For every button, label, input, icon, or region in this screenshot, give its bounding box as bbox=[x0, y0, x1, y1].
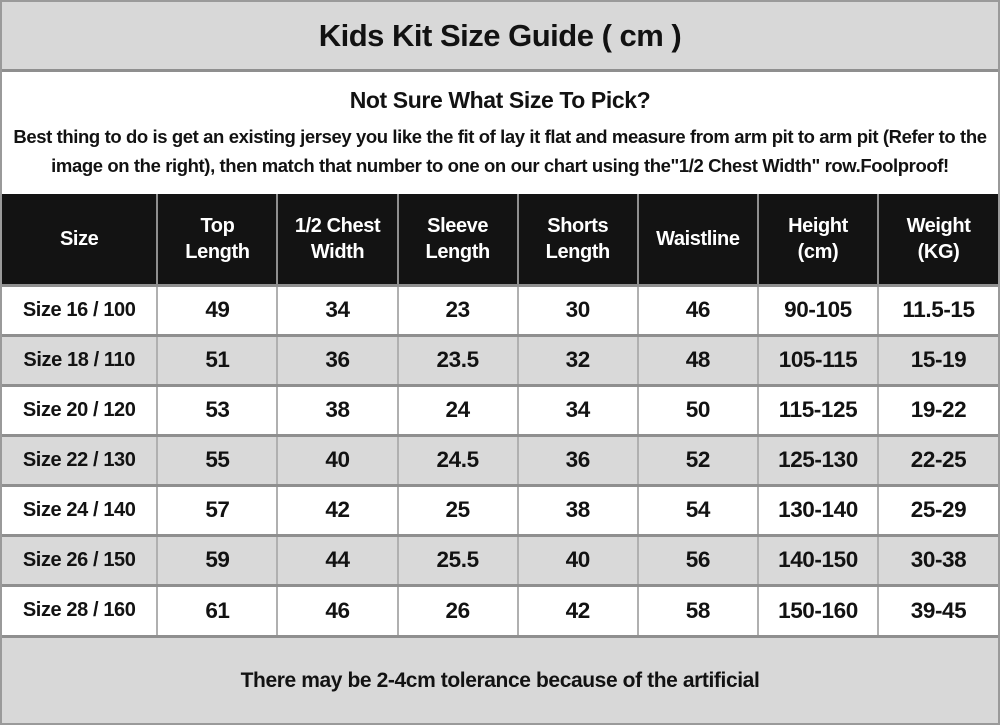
cell-waistline: 54 bbox=[636, 485, 758, 537]
column-header-shorts-length: Shorts Length bbox=[516, 194, 638, 287]
tolerance-note: There may be 2-4cm tolerance because of … bbox=[240, 668, 760, 692]
column-header-waistline: Waistline bbox=[636, 194, 758, 287]
title-band: Kids Kit Size Guide ( cm ) bbox=[2, 2, 998, 72]
cell-shorts-length: 40 bbox=[516, 535, 638, 587]
cell-shorts-length: 36 bbox=[516, 435, 638, 487]
cell-sleeve-length: 24.5 bbox=[396, 435, 518, 487]
cell-top-length: 51 bbox=[156, 335, 278, 387]
table-row-size-22-130: Size 22 / 130 55 40 24.5 36 52 125-130 2… bbox=[2, 435, 998, 487]
cell-shorts-length: 32 bbox=[516, 335, 638, 387]
cell-sleeve-length: 25 bbox=[396, 485, 518, 537]
header-row: Size Top Length 1/2 Chest Width Sleeve L… bbox=[2, 194, 998, 287]
table-row-size-28-160: Size 28 / 160 61 46 26 42 58 150-160 39-… bbox=[2, 585, 998, 635]
cell-waistline: 56 bbox=[636, 535, 758, 587]
cell-shorts-length: 42 bbox=[516, 585, 638, 635]
cell-half-chest-width: 38 bbox=[276, 385, 398, 437]
cell-height: 125-130 bbox=[756, 435, 879, 487]
size-table: Size Top Length 1/2 Chest Width Sleeve L… bbox=[2, 194, 998, 635]
row-label: Size 18 / 110 bbox=[2, 335, 158, 387]
footer-band: There may be 2-4cm tolerance because of … bbox=[2, 635, 998, 723]
cell-top-length: 49 bbox=[156, 285, 278, 337]
cell-waistline: 48 bbox=[636, 335, 758, 387]
intro-body: Best thing to do is get an existing jers… bbox=[13, 126, 987, 176]
intro-heading: Not Sure What Size To Pick? bbox=[349, 87, 651, 113]
cell-weight: 22-25 bbox=[877, 435, 998, 487]
cell-sleeve-length: 24 bbox=[396, 385, 518, 437]
cell-top-length: 57 bbox=[156, 485, 278, 537]
page-title: Kids Kit Size Guide ( cm ) bbox=[318, 17, 682, 53]
cell-height: 115-125 bbox=[756, 385, 879, 437]
cell-top-length: 55 bbox=[156, 435, 278, 487]
row-label: Size 24 / 140 bbox=[2, 485, 158, 537]
cell-shorts-length: 30 bbox=[516, 285, 638, 337]
cell-height: 140-150 bbox=[756, 535, 879, 587]
cell-weight: 11.5-15 bbox=[877, 285, 998, 337]
cell-shorts-length: 38 bbox=[516, 485, 638, 537]
cell-sleeve-length: 26 bbox=[396, 585, 518, 635]
cell-waistline: 52 bbox=[636, 435, 758, 487]
cell-height: 90-105 bbox=[756, 285, 879, 337]
row-label: Size 16 / 100 bbox=[2, 285, 158, 337]
cell-shorts-length: 34 bbox=[516, 385, 638, 437]
cell-sleeve-length: 23 bbox=[396, 285, 518, 337]
cell-height: 130-140 bbox=[756, 485, 879, 537]
column-header-top-length: Top Length bbox=[156, 194, 278, 287]
cell-half-chest-width: 44 bbox=[276, 535, 398, 587]
column-header-size: Size bbox=[2, 194, 158, 287]
cell-top-length: 61 bbox=[156, 585, 278, 635]
row-label: Size 22 / 130 bbox=[2, 435, 158, 487]
cell-waistline: 46 bbox=[636, 285, 758, 337]
table-row-size-16-100: Size 16 / 100 49 34 23 30 46 90-105 11.5… bbox=[2, 285, 998, 337]
row-label: Size 28 / 160 bbox=[2, 585, 158, 635]
table-row-size-26-150: Size 26 / 150 59 44 25.5 40 56 140-150 3… bbox=[2, 535, 998, 587]
cell-sleeve-length: 23.5 bbox=[396, 335, 518, 387]
row-label: Size 20 / 120 bbox=[2, 385, 158, 437]
cell-sleeve-length: 25.5 bbox=[396, 535, 518, 587]
cell-weight: 15-19 bbox=[877, 335, 998, 387]
cell-top-length: 53 bbox=[156, 385, 278, 437]
row-label: Size 26 / 150 bbox=[2, 535, 158, 587]
cell-weight: 25-29 bbox=[877, 485, 998, 537]
cell-top-length: 59 bbox=[156, 535, 278, 587]
table-row-size-18-110: Size 18 / 110 51 36 23.5 32 48 105-115 1… bbox=[2, 335, 998, 387]
column-header-half-chest-width: 1/2 Chest Width bbox=[276, 194, 398, 287]
cell-half-chest-width: 46 bbox=[276, 585, 398, 635]
cell-height: 105-115 bbox=[756, 335, 879, 387]
cell-waistline: 58 bbox=[636, 585, 758, 635]
cell-weight: 19-22 bbox=[877, 385, 998, 437]
cell-half-chest-width: 42 bbox=[276, 485, 398, 537]
cell-weight: 30-38 bbox=[877, 535, 998, 587]
column-header-sleeve-length: Sleeve Length bbox=[396, 194, 518, 287]
cell-weight: 39-45 bbox=[877, 585, 998, 635]
cell-waistline: 50 bbox=[636, 385, 758, 437]
cell-half-chest-width: 40 bbox=[276, 435, 398, 487]
cell-half-chest-width: 34 bbox=[276, 285, 398, 337]
table-row-size-24-140: Size 24 / 140 57 42 25 38 54 130-140 25-… bbox=[2, 485, 998, 537]
cell-half-chest-width: 36 bbox=[276, 335, 398, 387]
column-header-weight: Weight (KG) bbox=[877, 194, 998, 287]
table-row-size-20-120: Size 20 / 120 53 38 24 34 50 115-125 19-… bbox=[2, 385, 998, 437]
cell-height: 150-160 bbox=[756, 585, 879, 635]
intro-section: Not Sure What Size To Pick? Best thing t… bbox=[2, 72, 998, 194]
column-header-height: Height (cm) bbox=[756, 194, 879, 287]
